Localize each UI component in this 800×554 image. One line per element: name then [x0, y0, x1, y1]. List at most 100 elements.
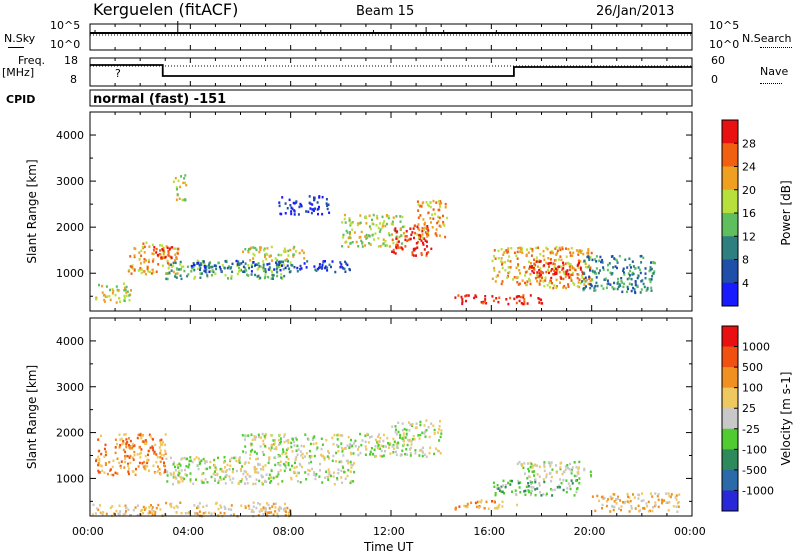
data-cell	[324, 267, 326, 270]
data-cell	[290, 261, 292, 264]
data-cell	[362, 245, 364, 248]
data-cell	[98, 462, 100, 465]
data-cell	[310, 443, 312, 446]
data-cell	[295, 200, 297, 203]
data-cell	[406, 453, 408, 456]
data-cell	[118, 462, 120, 465]
data-cell	[570, 263, 572, 266]
data-cell	[526, 248, 528, 251]
data-cell	[467, 503, 469, 506]
data-cell	[260, 436, 262, 439]
data-cell	[123, 513, 125, 516]
data-cell	[276, 268, 278, 271]
data-cell	[575, 491, 577, 494]
data-cell	[579, 249, 581, 252]
data-cell	[229, 478, 231, 481]
data-cell	[569, 468, 571, 471]
data-cell	[507, 247, 509, 250]
data-cell	[272, 278, 274, 281]
data-cell	[268, 511, 270, 514]
data-cell	[287, 265, 289, 268]
data-cell	[180, 275, 182, 278]
data-cell	[315, 473, 317, 476]
data-cell	[508, 271, 510, 274]
data-cell	[269, 481, 271, 484]
data-cell	[348, 436, 350, 439]
data-cell	[411, 440, 413, 443]
data-cell	[571, 279, 573, 282]
data-cell	[548, 272, 550, 275]
data-cell	[205, 478, 207, 481]
data-cell	[228, 475, 230, 478]
data-cell	[279, 464, 281, 467]
data-cell	[211, 274, 213, 277]
data-cell	[273, 503, 275, 506]
data-cell	[141, 462, 143, 465]
data-cell	[98, 450, 100, 453]
data-cell	[290, 477, 292, 480]
data-cell	[180, 458, 182, 461]
data-cell	[599, 256, 601, 259]
data-cell	[347, 460, 349, 463]
data-cell	[105, 451, 107, 454]
data-cell	[288, 513, 290, 516]
data-cell	[653, 272, 655, 275]
data-cell	[520, 296, 522, 299]
data-cell	[585, 277, 587, 280]
data-cell	[263, 454, 265, 457]
data-cell	[217, 262, 219, 265]
data-cell	[244, 463, 246, 466]
data-cell	[215, 502, 217, 505]
data-cell	[629, 264, 631, 267]
data-cell	[288, 462, 290, 465]
data-cell	[634, 291, 636, 294]
data-cell	[609, 510, 611, 513]
data-cell	[206, 505, 208, 508]
data-cell	[322, 455, 324, 458]
data-cell	[418, 203, 420, 206]
data-cell	[321, 448, 323, 451]
data-cell	[391, 233, 393, 236]
data-cell	[327, 455, 329, 458]
data-cell	[406, 230, 408, 233]
data-cell	[528, 475, 530, 478]
data-cell	[402, 422, 404, 425]
data-cell	[280, 254, 282, 256]
data-cell	[125, 455, 127, 458]
data-cell	[341, 266, 343, 269]
data-cell	[210, 266, 212, 269]
data-cell	[281, 264, 283, 267]
data-cell	[157, 263, 159, 266]
data-cell	[296, 445, 298, 448]
data-cell	[336, 444, 338, 447]
data-cell	[229, 459, 231, 462]
data-cell	[530, 466, 532, 469]
data-cell	[521, 465, 523, 468]
data-cell	[205, 511, 207, 514]
data-cell	[676, 511, 678, 514]
data-cell	[141, 272, 143, 275]
data-cell	[326, 202, 328, 205]
data-cell	[127, 465, 129, 468]
data-cell	[544, 470, 546, 473]
data-cell	[305, 210, 307, 213]
data-cell	[174, 253, 176, 256]
data-cell	[289, 249, 291, 252]
data-cell	[601, 259, 603, 262]
data-cell	[128, 269, 130, 272]
data-cell	[528, 261, 530, 264]
data-cell	[101, 285, 103, 288]
data-cell	[283, 463, 285, 466]
data-cell	[347, 475, 349, 478]
data-cell	[623, 273, 625, 276]
data-cell	[195, 512, 197, 515]
data-cell	[280, 213, 282, 216]
data-cell	[160, 442, 162, 445]
data-cell	[238, 263, 240, 266]
data-cell	[282, 261, 284, 264]
data-cell	[526, 283, 528, 286]
data-cell	[264, 277, 266, 280]
data-cell	[530, 294, 532, 297]
data-cell	[576, 475, 578, 478]
data-cell	[179, 198, 181, 201]
